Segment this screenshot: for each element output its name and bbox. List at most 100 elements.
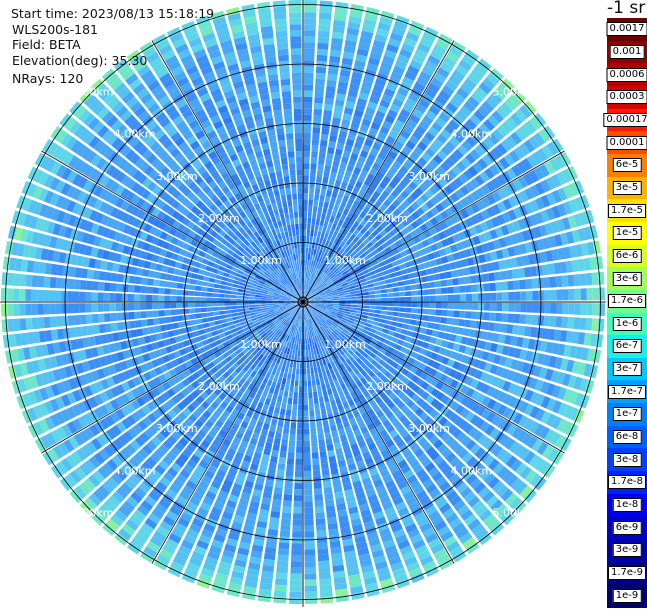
range-bin (322, 177, 328, 184)
range-bin (433, 274, 440, 281)
range-bin (146, 311, 153, 318)
range-bin (274, 407, 280, 414)
range-bin (14, 319, 21, 332)
range-bin (326, 153, 333, 160)
range-bin (206, 298, 212, 302)
range-bin (261, 302, 267, 304)
range-bin (305, 574, 317, 580)
range-bin (387, 293, 393, 297)
range-bin (562, 317, 569, 329)
range-bin (490, 293, 496, 301)
range-bin (297, 423, 302, 429)
range-bin (201, 292, 207, 297)
range-bin (303, 362, 306, 368)
range-bin (49, 304, 55, 315)
range-bin (164, 296, 170, 302)
range-bin (177, 315, 184, 321)
range-bin (387, 307, 393, 311)
range-bin (307, 230, 310, 236)
range-bin (288, 446, 295, 453)
range-bin (329, 419, 336, 426)
range-bin (423, 289, 429, 295)
range-bin (313, 206, 318, 213)
range-bin (225, 298, 231, 301)
range-bin (394, 297, 400, 301)
range-bin (315, 506, 324, 513)
range-bin (396, 276, 403, 282)
range-bin (20, 318, 27, 330)
range-bin (314, 103, 323, 110)
range-bin (441, 287, 448, 294)
range-bin (466, 294, 472, 301)
range-bin (324, 395, 330, 402)
range-bin (314, 404, 319, 411)
range-bin (294, 501, 303, 507)
range-bin (321, 183, 327, 190)
range-bin (385, 320, 392, 325)
range-bin (203, 323, 210, 329)
range-bin (298, 399, 302, 405)
range-bin (140, 286, 147, 293)
range-bin (543, 277, 550, 288)
range-bin (305, 266, 307, 272)
range-bin (231, 309, 237, 313)
range-bin (417, 309, 423, 314)
range-bin (288, 367, 292, 373)
range-bin (148, 270, 155, 278)
range-bin (420, 328, 427, 335)
range-bin (326, 511, 336, 518)
range-bin (389, 326, 396, 332)
range-bin (304, 139, 311, 145)
range-bin (392, 282, 399, 287)
range-bin (44, 276, 51, 287)
range-bin (273, 303, 279, 305)
range-bin (325, 92, 335, 99)
range-bin (446, 318, 453, 325)
range-bin (255, 297, 261, 299)
range-bin (555, 316, 562, 327)
range-bin (446, 279, 453, 286)
range-bin (135, 320, 142, 328)
range-bin (295, 350, 298, 356)
range-bin (327, 444, 334, 451)
range-bin (303, 350, 305, 356)
range-bin (273, 597, 286, 604)
range-bin (315, 500, 324, 507)
range-bin (445, 271, 452, 278)
range-bin (304, 417, 309, 423)
range-bin (128, 285, 135, 293)
range-bin (305, 549, 316, 555)
range-bin (494, 272, 501, 281)
range-bin (267, 304, 273, 306)
range-bin (208, 283, 215, 288)
range-bin (426, 268, 433, 275)
range-bin (231, 295, 237, 298)
range-bin (153, 318, 160, 325)
range-bin (382, 270, 389, 276)
range-bin (550, 290, 556, 301)
range-bin (405, 291, 411, 296)
range-bin (319, 13, 332, 20)
range-bin (458, 319, 465, 327)
range-bin (282, 512, 292, 519)
range-bin (291, 549, 302, 555)
range-bin (290, 380, 294, 387)
range-bin (314, 194, 319, 201)
range-bin (287, 458, 294, 465)
range-bin (315, 373, 319, 380)
range-bin (134, 303, 140, 310)
range-bin (538, 303, 544, 313)
range-bin (549, 277, 556, 288)
range-bin (291, 422, 297, 428)
range-bin (61, 303, 67, 313)
range-bin (318, 225, 323, 232)
range-bin (280, 524, 290, 531)
range-bin (312, 386, 317, 392)
range-bin (218, 298, 224, 302)
range-bin (1, 288, 7, 301)
range-bin (177, 283, 184, 289)
range-bin (513, 280, 520, 290)
range-bin (303, 236, 306, 242)
range-bin (470, 275, 477, 283)
